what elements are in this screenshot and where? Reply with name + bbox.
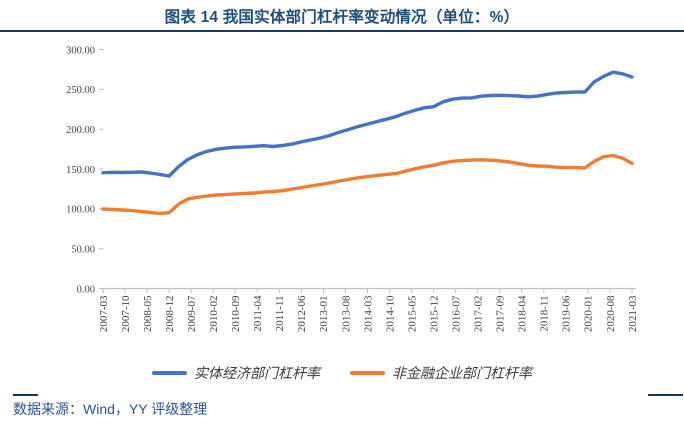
- x-axis-tick-label: 2010-09: [230, 295, 242, 332]
- footer-rule-left-segment: [13, 394, 38, 396]
- legend-item-real-economy: 实体经济部门杠杆率: [152, 363, 320, 383]
- legend-label-nonfinancial-corporate: 非金融企业部门杠杆率: [392, 367, 532, 382]
- y-axis-tick-label: 300.00: [66, 45, 95, 56]
- x-axis-tick-label: 2009-07: [186, 295, 198, 332]
- x-axis-tick-label: 2019-06: [561, 295, 573, 332]
- series-line-1: [101, 153, 634, 216]
- x-axis-tick-label: 2015-12: [428, 296, 440, 333]
- chart-legend: 实体经济部门杠杆率 非金融企业部门杠杆率: [0, 363, 684, 383]
- x-axis-tick-label: 2015-05: [406, 295, 418, 332]
- x-axis-tick-label: 2014-10: [384, 295, 396, 332]
- x-axis-tick-label: 2018-11: [539, 296, 551, 332]
- x-axis-tick-label: 2010-02: [208, 296, 220, 333]
- x-axis-tick-label: 2011-11: [274, 296, 286, 332]
- footer-rule-right-segment: [648, 394, 683, 396]
- x-axis-tick-label: 2008-12: [164, 296, 176, 333]
- x-axis-tick-label: 2020-08: [605, 295, 617, 332]
- y-axis-tick-label: 50.00: [71, 244, 95, 255]
- y-axis-tick-label: 200.00: [66, 125, 95, 136]
- series-line-0: [101, 70, 634, 178]
- legend-swatch-orange-line: [350, 371, 385, 375]
- x-axis-tick-label: 2017-09: [495, 295, 507, 332]
- x-axis-tick-label: 2012-06: [296, 295, 308, 332]
- x-axis-tick-label: 2020-01: [583, 296, 595, 333]
- x-axis-tick-label: 2017-02: [473, 296, 485, 333]
- y-axis-tick-label: 100.00: [66, 205, 95, 216]
- x-axis-tick-label: 2011-04: [252, 295, 264, 332]
- y-axis-tick-label: 150.00: [66, 165, 95, 176]
- legend-item-nonfinancial-corporate: 非金融企业部门杠杆率: [350, 363, 532, 383]
- x-axis-tick-label: 2014-03: [362, 295, 374, 332]
- x-axis-tick-label: 2008-05: [142, 295, 154, 332]
- x-axis-tick-label: 2018-04: [517, 295, 529, 332]
- x-axis-tick-label: 2013-08: [340, 295, 352, 332]
- title-divider-rule: [0, 30, 684, 32]
- chart-title: 图表 14 我国实体部门杠杆率变动情况（单位：%）: [164, 9, 520, 26]
- x-axis-tick-label: 2013-01: [318, 296, 330, 333]
- y-axis-tick-label: 250.00: [66, 85, 95, 96]
- legend-swatch-blue-line: [152, 371, 187, 375]
- x-axis-tick-label: 2016-07: [450, 295, 462, 332]
- x-axis-tick-label: 2007-10: [120, 295, 132, 332]
- x-axis-tick-label: 2021-03: [627, 295, 639, 332]
- x-axis-tick-label: 2007-03: [98, 295, 110, 332]
- data-source-note: 数据来源：Wind，YY 评级整理: [13, 401, 208, 417]
- y-axis-tick-label: 0.00: [77, 284, 95, 295]
- legend-label-real-economy: 实体经济部门杠杆率: [194, 367, 320, 382]
